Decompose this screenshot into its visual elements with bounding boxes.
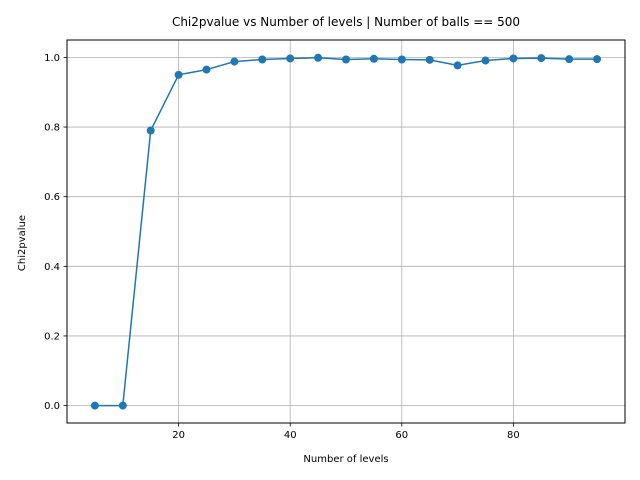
- x-tick-label: 80: [507, 430, 520, 441]
- data-point: [537, 54, 546, 63]
- plot-frame: [66, 39, 626, 424]
- y-tick-label: 0.2: [44, 331, 60, 342]
- data-point: [453, 61, 462, 70]
- x-tick-label: 40: [284, 430, 297, 441]
- data-point: [565, 55, 574, 64]
- data-point: [146, 126, 155, 135]
- y-tick-label: 0.4: [44, 262, 60, 273]
- data-point: [202, 65, 211, 74]
- data-point: [258, 55, 267, 64]
- data-point: [118, 401, 127, 410]
- y-tick-label: 0.0: [44, 401, 60, 412]
- x-tick-label: 20: [172, 430, 185, 441]
- data-point: [481, 56, 490, 65]
- x-tick-label: 60: [395, 430, 408, 441]
- data-point: [174, 70, 183, 79]
- data-point: [314, 53, 323, 62]
- ticks: 20 40 60 80 0.0 0.2 0.4 0.6 0.8 1.0: [44, 53, 520, 441]
- data-point: [397, 55, 406, 64]
- y-tick-label: 1.0: [44, 53, 60, 64]
- data-point: [369, 54, 378, 63]
- data-point: [593, 55, 602, 64]
- data-point: [509, 54, 518, 63]
- data-point: [286, 54, 295, 63]
- series-layer: [90, 53, 602, 410]
- data-point: [230, 57, 239, 66]
- data-point: [90, 401, 99, 410]
- y-tick-label: 0.8: [44, 123, 60, 134]
- chart-title: Chi2pvalue vs Number of levels | Number …: [172, 15, 520, 29]
- data-point: [342, 55, 350, 64]
- data-point: [425, 55, 434, 64]
- y-axis-label: Chi2pvalue: [17, 215, 28, 271]
- y-tick-label: 0.6: [44, 192, 60, 203]
- x-axis-label: Number of levels: [303, 454, 388, 465]
